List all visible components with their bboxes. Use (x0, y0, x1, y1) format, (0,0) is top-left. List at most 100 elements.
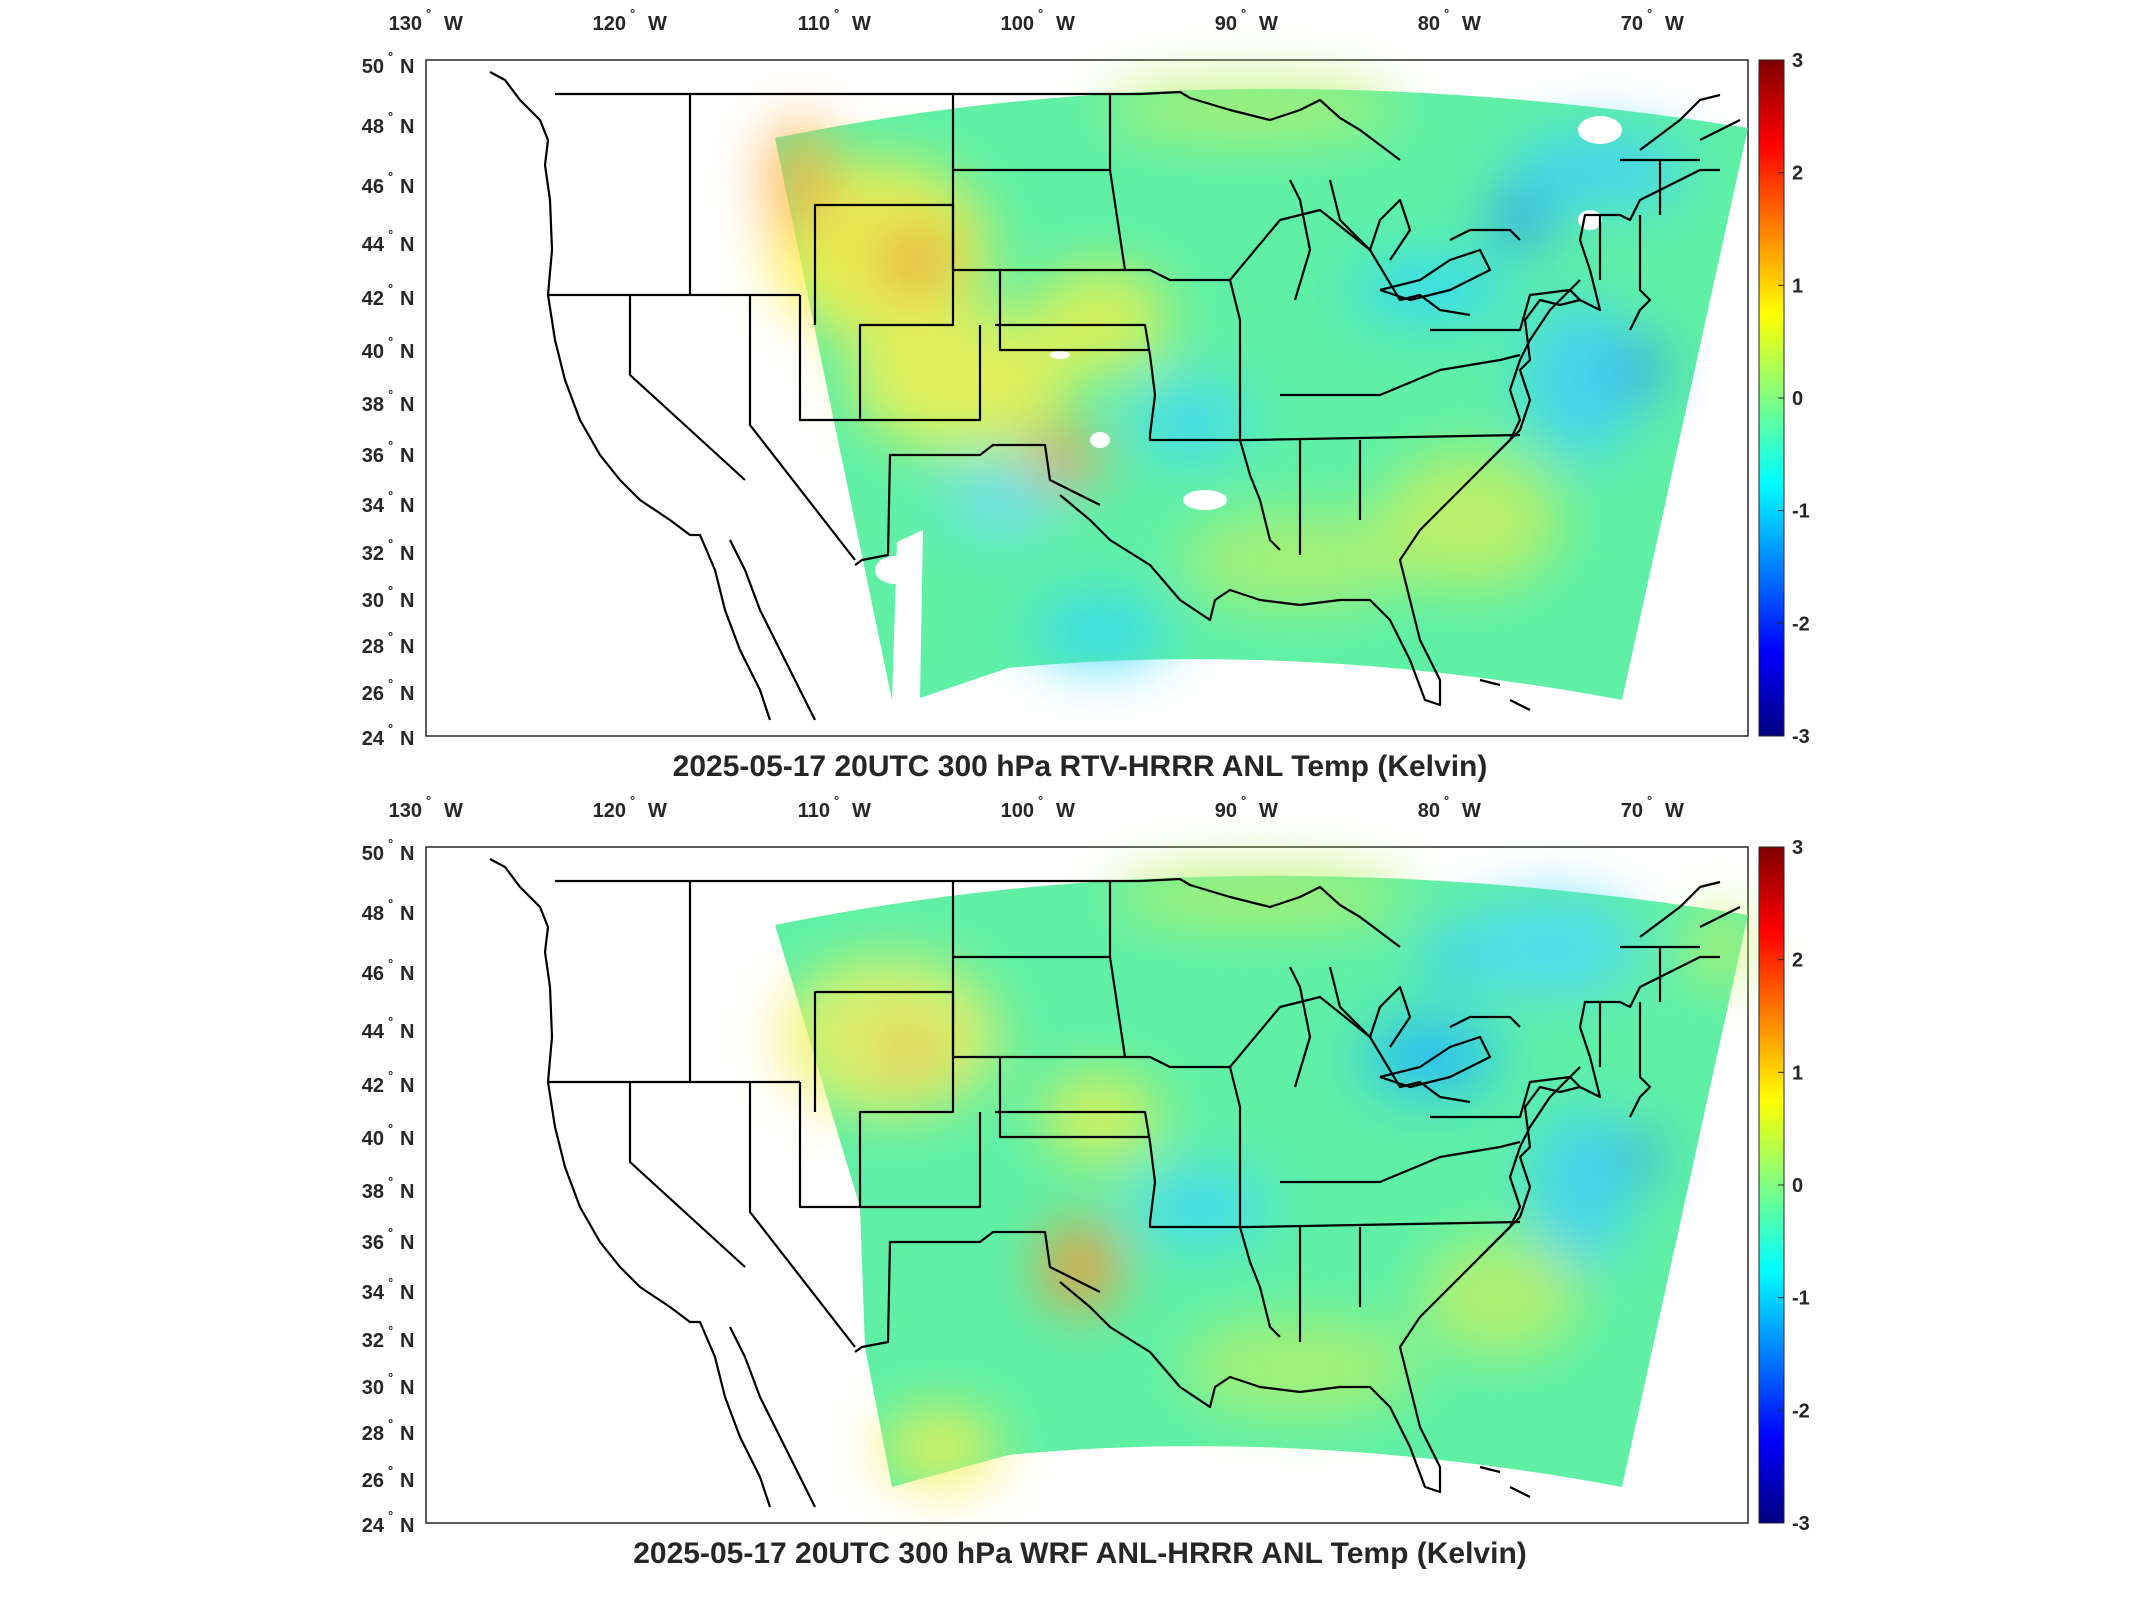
northeast (1430, 158, 1720, 332)
svg-text:N: N (400, 1128, 414, 1150)
svg-text:70: 70 (1621, 800, 1643, 822)
svg-text:N: N (400, 1423, 414, 1445)
colorbar-tick-label: 0 (1792, 388, 1803, 410)
colorbar-tick-label: 2 (1792, 950, 1803, 972)
lon-tick-label: 130 ° W (389, 6, 463, 35)
svg-text:90: 90 (1215, 800, 1237, 822)
lon-tick-label: 110 ° W (798, 793, 871, 822)
svg-text:N: N (400, 963, 414, 985)
lat-tick-label: 28 ° N (362, 629, 415, 658)
svg-text:°: ° (388, 1463, 393, 1478)
colorbar-tick-label: -2 (1792, 613, 1810, 635)
svg-text:°: ° (388, 438, 393, 453)
svg-text:°: ° (388, 1275, 393, 1290)
svg-text:110: 110 (798, 13, 830, 35)
lat-tick-label: 26 ° N (362, 1463, 415, 1492)
svg-text:N: N (400, 341, 414, 363)
gulf-islands (1479, 1465, 1531, 1498)
lat-tick-label: 42 ° N (362, 1068, 415, 1097)
svg-text:34: 34 (362, 1282, 385, 1304)
svg-text:100: 100 (1001, 800, 1034, 822)
svg-text:38: 38 (362, 394, 384, 416)
lon-tick-label: 120 ° W (593, 6, 667, 35)
colorbar-tick-label: -1 (1792, 501, 1810, 523)
west-interior (548, 881, 1101, 1353)
svg-text:°: ° (388, 721, 393, 736)
svg-text:40: 40 (362, 341, 384, 363)
nova-scotia (1639, 880, 1741, 938)
svg-text:°: ° (834, 6, 839, 21)
svg-text:26: 26 (362, 683, 384, 705)
lat-tick-label: 30 ° N (362, 583, 415, 612)
svg-text:130: 130 (389, 800, 422, 822)
lat-tick-label: 50 ° N (362, 836, 415, 865)
east-coast (1479, 298, 1581, 471)
svg-text:N: N (400, 1282, 414, 1304)
svg-text:130: 130 (389, 13, 422, 35)
svg-text:°: ° (834, 793, 839, 808)
lat-tick-label: 46 ° N (362, 169, 415, 198)
svg-text:°: ° (388, 1416, 393, 1431)
lat-tick-label: 26 ° N (362, 676, 415, 705)
svg-text:°: ° (1444, 6, 1449, 21)
nova-scotia (1639, 93, 1741, 151)
baja (729, 539, 816, 721)
svg-text:46: 46 (362, 963, 384, 985)
svg-text:W: W (1056, 800, 1075, 822)
gulf-coast (1059, 1066, 1581, 1494)
lat-tick-label: 48 ° N (362, 896, 415, 925)
svg-text:°: ° (388, 1508, 393, 1523)
svg-text:N: N (400, 1470, 414, 1492)
svg-text:90: 90 (1215, 13, 1237, 35)
svg-text:38: 38 (362, 1181, 384, 1203)
svg-text:N: N (400, 1330, 414, 1352)
temperature-field (775, 867, 1750, 1487)
lon-axis: 130 ° W 120 ° W 110 ° W 100 ° W 90 ° W 80 ° W 70 ° W (389, 793, 1684, 822)
svg-text:N: N (400, 1181, 414, 1203)
svg-text:°: ° (388, 1370, 393, 1385)
field-anomalies (765, 80, 1690, 665)
svg-text:°: ° (388, 583, 393, 598)
colorbar-tick-label: -1 (1792, 1288, 1810, 1310)
lat-tick-label: 50 ° N (362, 49, 415, 78)
svg-text:28: 28 (362, 636, 384, 658)
svg-text:44: 44 (362, 234, 385, 256)
svg-text:N: N (400, 683, 414, 705)
state-borders (489, 858, 1741, 1508)
missing-data (875, 116, 1622, 584)
svg-text:N: N (400, 288, 414, 310)
svg-text:W: W (852, 800, 871, 822)
svg-text:N: N (400, 843, 414, 865)
svg-text:°: ° (388, 956, 393, 971)
baja (729, 1326, 816, 1508)
svg-text:°: ° (1038, 6, 1043, 21)
svg-text:°: ° (1241, 793, 1246, 808)
svg-text:40: 40 (362, 1128, 384, 1150)
lat-tick-label: 48 ° N (362, 109, 415, 138)
svg-text:W: W (1056, 13, 1075, 35)
svg-text:°: ° (388, 1174, 393, 1189)
gulf-islands (1479, 678, 1531, 711)
us-canada-border (555, 877, 1401, 948)
lon-tick-label: 100 ° W (1001, 6, 1075, 35)
great-lakes (1289, 179, 1521, 302)
lat-tick-label: 24 ° N (362, 721, 415, 750)
svg-text:46: 46 (362, 176, 384, 198)
svg-text:26: 26 (362, 1470, 384, 1492)
central-states (951, 881, 1521, 1342)
svg-text:N: N (400, 728, 414, 750)
lon-axis: 130 ° W 120 ° W 110 ° W 100 ° W 90 ° W 80 ° W 70 ° W (389, 6, 1684, 35)
map-panel-rtv: 130 ° W 120 ° W 110 ° W 100 ° W 90 ° W 80 ° W 70 ° W 50 ° N48 °… (362, 6, 1810, 783)
svg-text:100: 100 (1001, 13, 1034, 35)
svg-text:°: ° (1647, 793, 1652, 808)
colorbar-tick-label: 2 (1792, 163, 1803, 185)
lat-tick-label: 38 ° N (362, 1174, 415, 1203)
panel-title: 2025-05-17 20UTC 300 hPa RTV-HRRR ANL Te… (673, 750, 1488, 783)
svg-text:28: 28 (362, 1423, 384, 1445)
svg-text:°: ° (1647, 6, 1652, 21)
lat-tick-label: 38 ° N (362, 387, 415, 416)
lat-tick-label: 46 ° N (362, 956, 415, 985)
svg-text:°: ° (388, 836, 393, 851)
gulf-coast (1059, 279, 1581, 707)
northeast (1430, 945, 1720, 1119)
